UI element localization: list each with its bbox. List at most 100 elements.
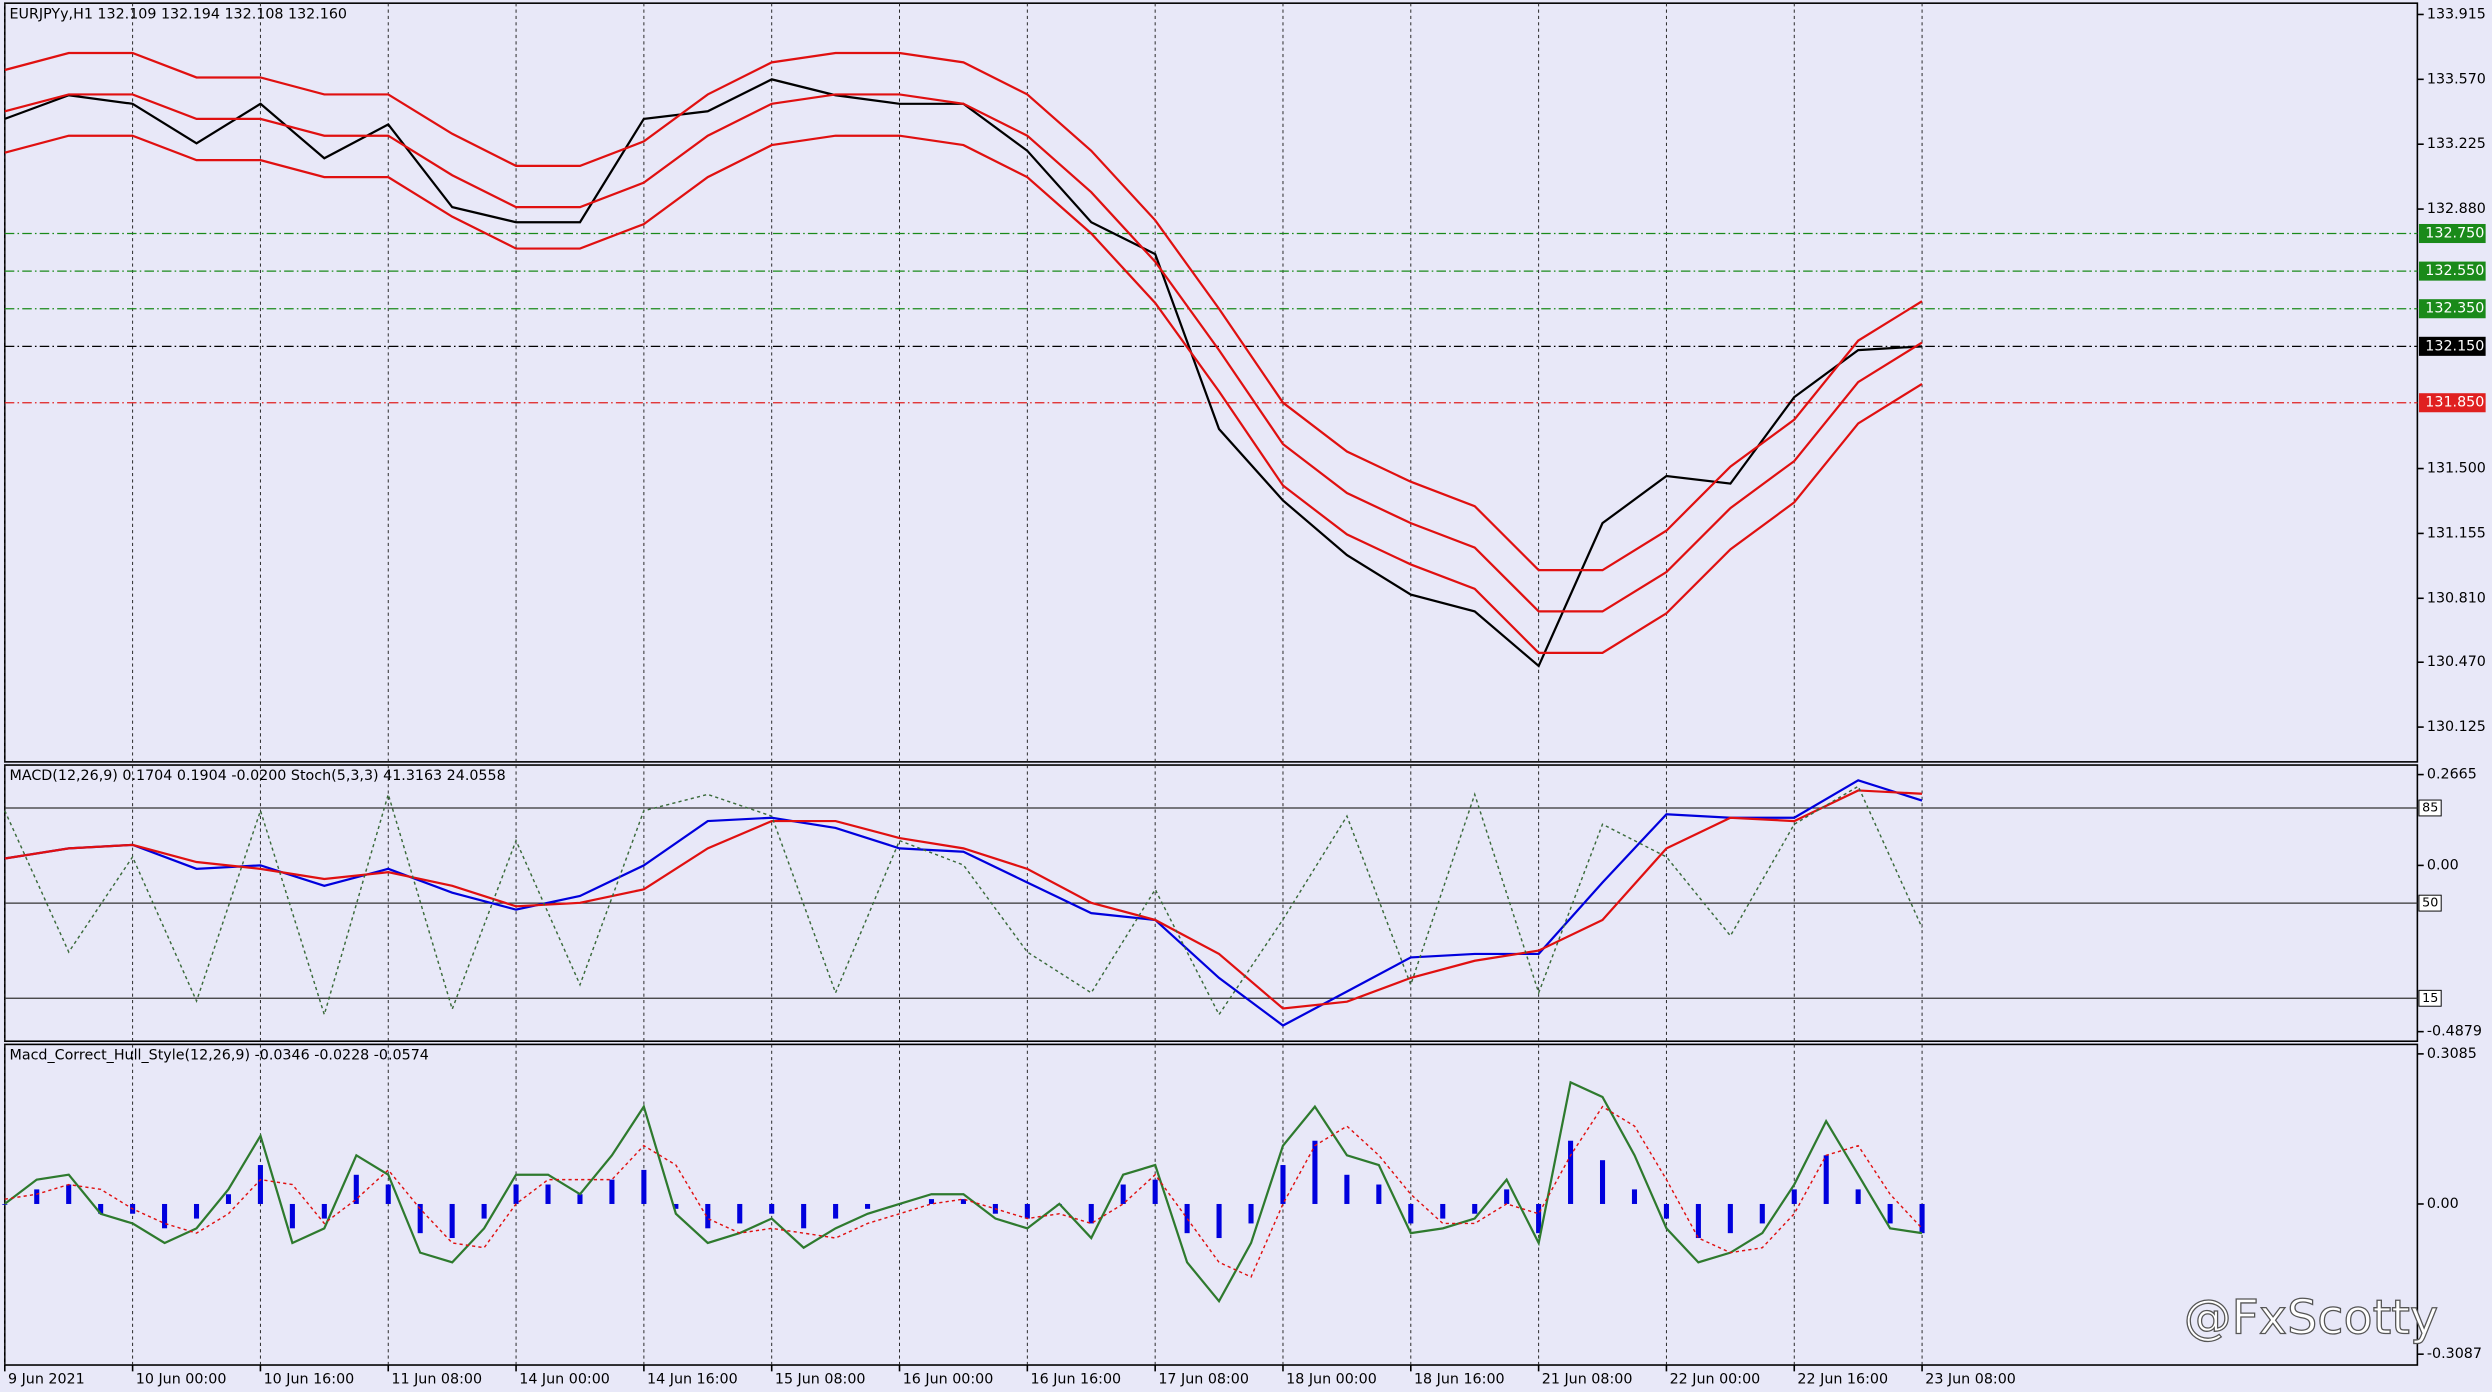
histogram-bar <box>1248 1203 1254 1224</box>
x-tick-label: 14 Jun 00:00 <box>519 1371 610 1387</box>
level-box <box>2418 894 2442 912</box>
histogram-bar <box>1120 1184 1126 1204</box>
histogram-bar <box>1088 1203 1094 1224</box>
y-tick-label: 130.125 <box>2427 719 2486 735</box>
histogram-bar <box>66 1184 72 1204</box>
y-tick-label: 133.225 <box>2427 136 2486 152</box>
histogram-bar <box>545 1184 551 1204</box>
y-tick-label: 0.3085 <box>2427 1046 2477 1062</box>
series-line <box>4 51 1923 572</box>
histogram-bar <box>609 1179 615 1204</box>
x-tick-label: 16 Jun 16:00 <box>1031 1371 1122 1387</box>
x-tick-label: 11 Jun 08:00 <box>391 1371 482 1387</box>
watermark: @FxScotty <box>2184 1291 2438 1346</box>
histogram-bar <box>928 1199 935 1204</box>
level-box <box>2418 336 2486 356</box>
x-tick-label: 10 Jun 16:00 <box>264 1371 355 1387</box>
histogram-bar <box>1759 1203 1765 1224</box>
x-tick-label: 23 Jun 08:00 <box>1925 1371 2016 1387</box>
histogram-bar <box>577 1194 583 1204</box>
panel-title: MACD(12,26,9) 0.1704 0.1904 -0.0200 Stoc… <box>10 768 506 784</box>
y2-tick-label: 15 <box>2422 990 2438 1005</box>
series-line <box>4 779 1923 1027</box>
x-tick-label: 22 Jun 00:00 <box>1670 1371 1761 1387</box>
histogram-bar <box>1855 1189 1861 1204</box>
histogram-bar <box>34 1189 40 1204</box>
price-panel <box>3 2 2419 763</box>
y-tick-label: 133.570 <box>2427 71 2486 87</box>
level-box <box>2418 261 2486 281</box>
series-line <box>4 1105 1923 1278</box>
histogram-bar <box>481 1203 487 1219</box>
histogram-bar <box>673 1203 679 1209</box>
histogram-bar <box>1504 1189 1510 1204</box>
level-box <box>2418 799 2442 817</box>
y-tick-label: 0.2665 <box>2427 767 2477 783</box>
histogram-bar <box>2 1203 8 1205</box>
histogram-bar <box>769 1203 775 1214</box>
series-line <box>4 785 1923 1018</box>
histogram-bar <box>1408 1203 1414 1224</box>
x-tick-label: 15 Jun 08:00 <box>775 1371 866 1387</box>
panel-title: EURJPYy,H1 132.109 132.194 132.108 132.1… <box>10 6 347 22</box>
level-box <box>2418 299 2486 319</box>
y-tick-label: 132.880 <box>2427 201 2486 217</box>
histogram-bar <box>1312 1140 1318 1204</box>
x-tick-label: 16 Jun 00:00 <box>903 1371 994 1387</box>
series-line <box>4 93 1923 613</box>
histogram-bar <box>1280 1165 1286 1204</box>
histogram-bar <box>1184 1203 1190 1234</box>
histogram-bar <box>1727 1203 1733 1234</box>
histogram-bar <box>449 1203 455 1239</box>
x-tick-label: 21 Jun 08:00 <box>1542 1371 1633 1387</box>
histogram-bar <box>1823 1155 1829 1204</box>
level-label: 132.150 <box>2425 338 2484 354</box>
histogram-bar <box>417 1203 423 1234</box>
histogram-bar <box>1536 1203 1542 1234</box>
series-line <box>4 1080 1923 1304</box>
histogram-bar <box>833 1203 839 1219</box>
histogram-bar <box>257 1165 263 1204</box>
histogram-bar <box>193 1203 200 1219</box>
x-tick-label: 22 Jun 16:00 <box>1797 1371 1888 1387</box>
y-tick-label: 130.810 <box>2427 590 2486 606</box>
histogram-bar <box>1695 1203 1701 1239</box>
histogram-bar <box>513 1184 519 1204</box>
histogram-bar <box>737 1203 743 1224</box>
panel-title: Macd_Correct_Hull_Style(12,26,9) -0.0346… <box>10 1048 429 1064</box>
y-tick-label: 131.500 <box>2427 461 2486 477</box>
histogram-bar <box>1440 1203 1446 1219</box>
y2-tick-label: 50 <box>2422 895 2438 910</box>
y-tick-label: -0.3087 <box>2427 1346 2482 1362</box>
histogram-bar <box>1024 1203 1030 1219</box>
level-label: 132.350 <box>2425 301 2484 317</box>
histogram-bar <box>162 1203 168 1229</box>
y-tick-label: 133.915 <box>2427 6 2486 22</box>
level-label: 132.750 <box>2425 226 2484 242</box>
histogram-bar <box>1472 1203 1478 1214</box>
histogram-bar <box>225 1194 232 1204</box>
y2-tick-label: 85 <box>2422 799 2438 814</box>
histogram-bar <box>289 1203 295 1229</box>
histogram-bar <box>1152 1179 1158 1204</box>
level-label: 131.850 <box>2425 395 2484 411</box>
y-tick-label: 131.155 <box>2427 525 2486 541</box>
series-line <box>4 134 1923 654</box>
x-tick-label: 18 Jun 16:00 <box>1414 1371 1505 1387</box>
level-label: 132.550 <box>2425 263 2484 279</box>
histogram-bar <box>960 1199 966 1204</box>
level-box <box>2418 223 2486 244</box>
histogram-bar <box>1887 1203 1893 1224</box>
histogram-bar <box>353 1174 359 1204</box>
histogram-bar <box>1568 1140 1574 1204</box>
x-tick-label: 18 Jun 00:00 <box>1286 1371 1377 1387</box>
histogram-bar <box>641 1169 647 1204</box>
histogram-bar <box>321 1203 327 1219</box>
y-tick-label: 130.470 <box>2427 654 2486 670</box>
histogram-bar <box>1791 1189 1797 1204</box>
histogram-bar <box>801 1203 807 1229</box>
y-tick-label: 0.00 <box>2427 1196 2459 1212</box>
series-line <box>4 789 1923 1010</box>
